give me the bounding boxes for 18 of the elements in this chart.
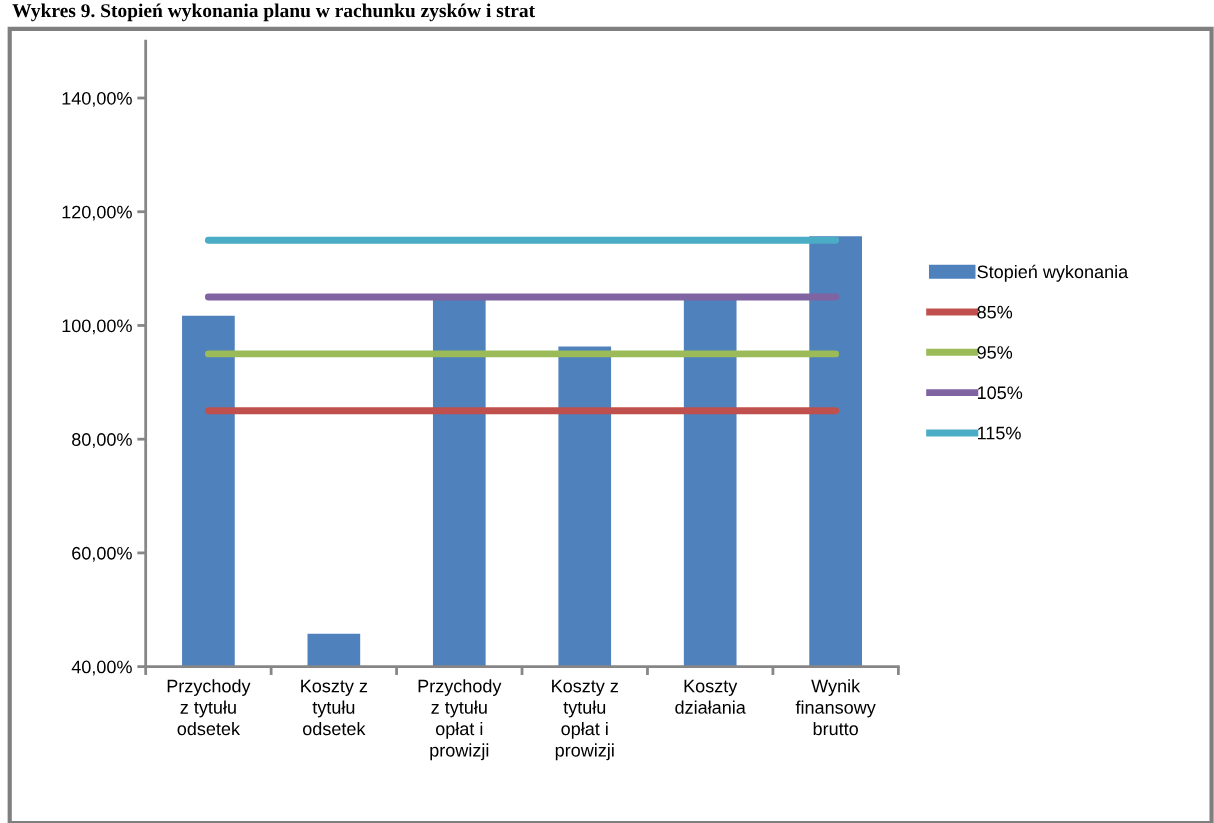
legend-label: 85% bbox=[977, 305, 1013, 319]
y-tick-label: 40,00% bbox=[71, 660, 132, 676]
y-tick-label: 60,00% bbox=[72, 546, 132, 562]
y-tick-label: 140,00% bbox=[62, 91, 132, 107]
legend-label: 95% bbox=[977, 346, 1013, 359]
legend-label: Stopień wykonania bbox=[977, 264, 1129, 282]
x-tick-label: Przychody z tytułu odsetek bbox=[167, 679, 251, 736]
y-tick-label: 80,00% bbox=[72, 433, 132, 449]
y-tick-label: 120,00% bbox=[62, 205, 132, 221]
x-tick-label: Przychody z tytułu opłat i prowizji bbox=[418, 679, 502, 761]
x-tick-label: Koszty z tytułu odsetek bbox=[301, 679, 368, 736]
x-tick-label: Wynik finansowy brutto bbox=[795, 679, 876, 736]
legend-label: 115% bbox=[977, 426, 1021, 440]
y-tick-label: 100,00% bbox=[62, 319, 132, 335]
x-tick-label: Koszty działania bbox=[675, 679, 746, 714]
legend-label: 105% bbox=[977, 386, 1023, 400]
chart-title: Wykres 9. Stopień wykonania planu w rachunku zysków i strat bbox=[12, 3, 536, 22]
x-tick-label: Koszty z tytułu opłat i prowizji bbox=[552, 679, 618, 761]
